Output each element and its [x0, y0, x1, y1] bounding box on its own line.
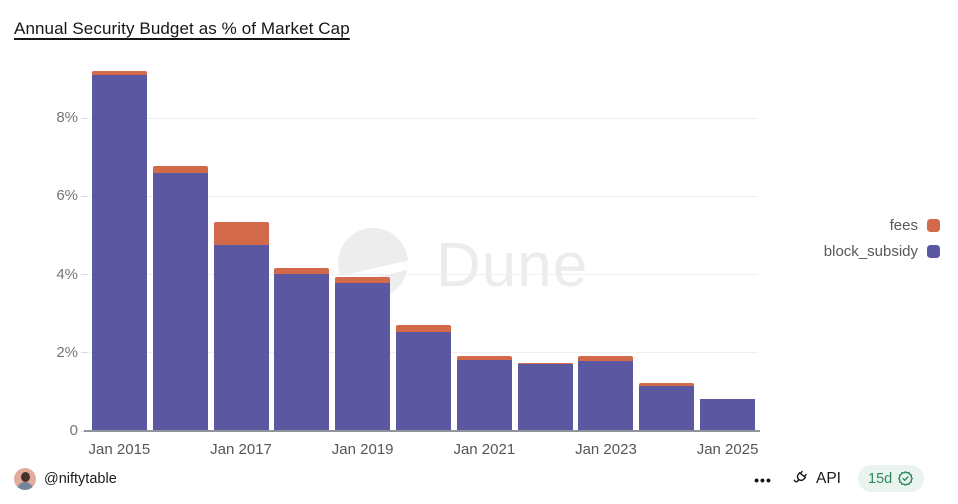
- bar-segment-block_subsidy[interactable]: [335, 283, 391, 431]
- bar-segment-fees[interactable]: [517, 362, 573, 365]
- y-axis-label-4%: 4%: [56, 265, 78, 283]
- bar-segment-block_subsidy[interactable]: [456, 360, 512, 431]
- bar-segment-block_subsidy[interactable]: [639, 386, 695, 431]
- bar-segment-fees[interactable]: [91, 71, 147, 76]
- x-axis-label-jan-2025: Jan 2025: [696, 441, 759, 458]
- legend-item-block_subsidy[interactable]: block_subsidy: [824, 241, 940, 262]
- bar-segment-fees[interactable]: [639, 382, 695, 387]
- y-axis-tick-8%: [81, 117, 88, 119]
- api-button[interactable]: API: [790, 465, 841, 493]
- x-axis-label-jan-2015: Jan 2015: [88, 441, 151, 458]
- bar-segment-block_subsidy[interactable]: [396, 331, 451, 431]
- bar-jan-2017[interactable]: [213, 221, 269, 431]
- more-options-button[interactable]: •••: [754, 472, 772, 488]
- bar-segment-fees[interactable]: [578, 355, 634, 362]
- legend-label: fees: [889, 217, 918, 234]
- bar-segment-block_subsidy[interactable]: [152, 173, 208, 431]
- bar-jan-2024[interactable]: [639, 382, 695, 431]
- footer: @niftytable ••• API 15d: [0, 460, 958, 504]
- gridline-4%: [89, 274, 758, 276]
- bar-segment-block_subsidy[interactable]: [91, 75, 147, 431]
- x-axis-line: [84, 430, 760, 432]
- bar-segment-block_subsidy[interactable]: [213, 245, 269, 431]
- legend-label: block_subsidy: [823, 243, 918, 260]
- bar-jan-2018[interactable]: [274, 267, 330, 431]
- y-axis-label-6%: 6%: [56, 187, 78, 205]
- bar-segment-fees[interactable]: [456, 355, 512, 361]
- y-axis-tick-4%: [81, 274, 88, 276]
- bar-jan-2019[interactable]: [335, 277, 391, 431]
- bar-jan-2016[interactable]: [152, 166, 208, 431]
- y-axis-label-8%: 8%: [56, 109, 78, 127]
- bar-segment-block_subsidy[interactable]: [517, 364, 573, 431]
- y-axis-tick-6%: [81, 195, 88, 197]
- bar-segment-fees[interactable]: [274, 267, 330, 274]
- refresh-badge[interactable]: 15d: [858, 465, 925, 492]
- legend-marker-icon: [927, 219, 940, 232]
- y-axis-tick-2%: [81, 352, 88, 354]
- bar-jan-2015[interactable]: [91, 71, 147, 431]
- legend-item-fees[interactable]: fees: [824, 215, 940, 236]
- chart-title[interactable]: Annual Security Budget as % of Market Ca…: [14, 19, 350, 38]
- bar-segment-fees[interactable]: [152, 166, 208, 173]
- gridline-6%: [89, 195, 758, 197]
- y-axis-label-0: 0: [69, 422, 78, 439]
- plug-icon: [793, 470, 807, 483]
- author-handle[interactable]: @niftytable: [44, 471, 117, 487]
- x-axis-label-jan-2023: Jan 2023: [575, 441, 637, 458]
- bar-segment-fees[interactable]: [335, 277, 391, 284]
- bar-jan-2025[interactable]: [700, 398, 756, 431]
- bar-segment-block_subsidy[interactable]: [700, 398, 756, 431]
- bar-segment-block_subsidy[interactable]: [578, 361, 634, 431]
- y-axis-label-2%: 2%: [56, 343, 78, 361]
- refresh-badge-text: 15d: [868, 470, 893, 487]
- bar-segment-fees[interactable]: [213, 221, 269, 246]
- x-axis-label-jan-2017: Jan 2017: [210, 441, 272, 458]
- bar-jan-2023[interactable]: [578, 355, 634, 431]
- api-label: API: [816, 470, 841, 487]
- verified-check-icon: [898, 471, 914, 486]
- bar-segment-fees[interactable]: [396, 325, 451, 332]
- legend-marker-icon: [927, 245, 940, 258]
- avatar-head: [20, 471, 30, 482]
- bar-jan-2021[interactable]: [456, 355, 512, 431]
- bar-jan-2020[interactable]: [396, 325, 451, 431]
- bar-segment-block_subsidy[interactable]: [274, 273, 330, 431]
- bar-jan-2022[interactable]: [517, 362, 573, 431]
- legend: fees block_subsidy: [824, 215, 940, 262]
- gridline-8%: [89, 117, 758, 119]
- x-axis-label-jan-2019: Jan 2019: [331, 441, 394, 458]
- x-axis-label-jan-2021: Jan 2021: [453, 441, 516, 458]
- avatar-torso: [17, 482, 33, 490]
- avatar: [14, 468, 36, 490]
- author[interactable]: @niftytable: [14, 468, 117, 490]
